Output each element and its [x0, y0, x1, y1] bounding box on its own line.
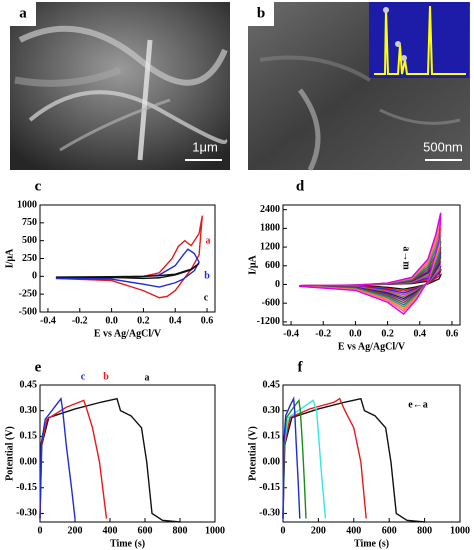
y-axis-label: I/μA [247, 254, 258, 274]
series-line [299, 217, 442, 313]
y-tick-label: -500 [19, 306, 37, 317]
x-tick-label: 600 [382, 525, 397, 536]
y-tick-label: -0.30 [259, 508, 280, 519]
y-tick-label: 2400 [260, 204, 280, 215]
y-tick-label: 750 [22, 217, 37, 228]
series-line [282, 399, 327, 519]
y-tick-label: 600 [265, 260, 280, 271]
series-line [39, 397, 181, 523]
panel-label: f [298, 359, 304, 375]
x-tick-label: 0.2 [381, 328, 394, 339]
x-tick-label: 800 [173, 525, 188, 536]
series-label: b [103, 371, 109, 382]
scale-bar-label: 500nm [423, 139, 463, 154]
y-tick-label: 0.45 [263, 379, 281, 390]
x-tick-label: 0.2 [137, 315, 150, 326]
y-tick-label: 1200 [260, 241, 280, 252]
y-tick-label: 0.15 [20, 431, 38, 442]
x-tick-label: 800 [417, 525, 432, 536]
plot-frame [282, 384, 461, 523]
x-tick-label: 0.0 [349, 328, 362, 339]
y-tick-label: 0.45 [20, 379, 38, 390]
y-tick-label: 250 [22, 253, 37, 264]
y-tick-label: 0.30 [263, 405, 281, 416]
y-axis-label: I/μA [4, 248, 15, 268]
y-tick-label: 0 [275, 279, 280, 290]
series-line [39, 396, 76, 519]
plot-frame [39, 384, 216, 523]
plot-frame [282, 204, 461, 326]
series-label: a [145, 372, 150, 383]
y-tick-label: 0 [32, 271, 37, 282]
scale-bar-label: 1μm [192, 139, 218, 154]
series-line [282, 397, 367, 519]
y-tick-label: 0.30 [20, 405, 38, 416]
x-axis-label: Time (s) [110, 538, 145, 549]
series-line [55, 248, 200, 288]
y-tick-label: -1200 [257, 316, 280, 327]
x-axis-label: E vs Ag/AgCl/V [338, 341, 406, 352]
x-tick-label: -0.2 [72, 315, 88, 326]
series-line [55, 262, 200, 280]
y-tick-label: -0.15 [259, 482, 280, 493]
x-axis-label: E vs Ag/AgCl/V [94, 328, 162, 339]
series-line [282, 397, 425, 523]
x-tick-label: 0.0 [105, 315, 118, 326]
annotation: a→m [401, 246, 412, 270]
panel-label: a [19, 5, 27, 21]
x-tick-label: -0.2 [315, 328, 331, 339]
y-axis-label: Potential (V) [4, 426, 15, 481]
x-tick-label: 0.6 [446, 328, 459, 339]
y-tick-label: -0.15 [16, 482, 37, 493]
y-tick-label: 500 [22, 235, 37, 246]
plot-frame [39, 204, 216, 313]
series-line [282, 396, 301, 519]
x-tick-label: -0.4 [283, 328, 299, 339]
x-axis-label: Time (s) [354, 538, 389, 549]
panel-label: b [257, 5, 265, 21]
series-label: c [204, 292, 209, 303]
y-tick-label: 0.15 [263, 431, 281, 442]
sem-image-b [248, 2, 470, 172]
y-tick-label: 1800 [260, 223, 280, 234]
x-tick-label: 200 [311, 525, 326, 536]
y-tick-label: -600 [262, 297, 280, 308]
x-tick-label: 600 [138, 525, 153, 536]
x-tick-label: 400 [103, 525, 118, 536]
panel-label: c [35, 178, 42, 194]
x-tick-label: 1000 [450, 525, 470, 536]
x-tick-label: 0.6 [201, 315, 214, 326]
x-tick-label: -0.4 [40, 315, 56, 326]
series-label: a [206, 235, 211, 246]
sem-image-a [10, 2, 230, 170]
x-tick-label: 0.4 [414, 328, 427, 339]
panel-label: e [35, 359, 42, 375]
x-tick-label: 0.4 [169, 315, 182, 326]
y-tick-label: 1000 [17, 199, 37, 210]
annotation: e←a [408, 399, 427, 410]
x-tick-label: 0 [38, 525, 43, 536]
y-tick-label: -0.30 [16, 508, 37, 519]
x-tick-label: 0 [281, 525, 286, 536]
series-line [39, 399, 108, 519]
x-tick-label: 200 [68, 525, 83, 536]
y-tick-label: 0.00 [263, 456, 281, 467]
series-line [299, 212, 442, 316]
series-label: b [204, 270, 210, 281]
x-tick-label: 1000 [205, 525, 225, 536]
panel-label: d [296, 178, 305, 194]
y-tick-label: 0.00 [20, 456, 38, 467]
y-tick-label: -250 [19, 288, 37, 299]
y-axis-label: Potential (V) [247, 426, 258, 481]
series-line [55, 215, 203, 299]
x-tick-label: 400 [346, 525, 361, 536]
series-label: c [81, 371, 86, 382]
